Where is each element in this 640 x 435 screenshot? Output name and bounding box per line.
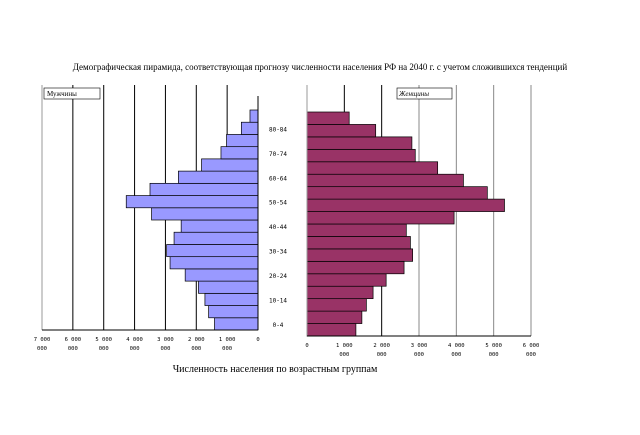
female-bar-40-44 bbox=[306, 223, 407, 237]
male-tick-label: 1 000 bbox=[219, 337, 236, 343]
male-bar-0-4 bbox=[214, 317, 259, 331]
age-label: 20-24 bbox=[269, 273, 287, 280]
male-bar-20-24 bbox=[184, 268, 259, 282]
male-tick-label: 7 000 bbox=[34, 337, 51, 343]
female-bar-35-39 bbox=[306, 236, 411, 250]
male-tick-label: 0 bbox=[256, 337, 259, 343]
male-bar-60-64 bbox=[178, 170, 259, 184]
age-label: 30-34 bbox=[269, 249, 287, 256]
female-tick-label: 000 bbox=[414, 352, 424, 358]
female-legend-box bbox=[396, 87, 453, 100]
female-tick-label: 2 000 bbox=[373, 343, 390, 349]
age-label: 60-64 bbox=[269, 175, 287, 182]
female-tick-label: 0 bbox=[305, 343, 308, 349]
age-label: 50-54 bbox=[269, 200, 287, 207]
female-tick-label: 000 bbox=[339, 352, 349, 358]
male-tick-label: 3 000 bbox=[157, 337, 174, 343]
male-legend-label: Мужчины bbox=[47, 90, 77, 98]
male-tick-label: 000 bbox=[160, 346, 170, 352]
male-bar-25-29 bbox=[169, 256, 259, 270]
female-bar-70-74 bbox=[306, 148, 416, 163]
chart-title: Демографическая пирамида, соответствующа… bbox=[72, 62, 568, 72]
male-bar-45-49 bbox=[151, 207, 259, 221]
male-tick-label: 2 000 bbox=[188, 337, 205, 343]
female-bar-25-29 bbox=[306, 260, 405, 275]
male-tick-label: 6 000 bbox=[65, 337, 82, 343]
female-tick-label: 4 000 bbox=[448, 343, 465, 349]
age-label: 0-4 bbox=[273, 322, 284, 329]
female-tick-label: 000 bbox=[526, 352, 536, 358]
female-bar-15-19 bbox=[306, 285, 374, 300]
age-label: 80-84 bbox=[269, 126, 287, 133]
male-bar-15-19 bbox=[198, 280, 259, 294]
female-bar-30-34 bbox=[306, 248, 414, 262]
female-bar-50-54 bbox=[306, 198, 505, 212]
male-tick-label: 5 000 bbox=[95, 337, 112, 343]
female-bar-65-69 bbox=[306, 161, 439, 175]
x-axis-label: Численность населения по возрастным груп… bbox=[172, 364, 378, 375]
male-tick-label: 000 bbox=[37, 346, 47, 352]
female-bar-80-84 bbox=[306, 124, 377, 138]
male-bar-75-79 bbox=[226, 134, 259, 148]
male-bar-30-34 bbox=[166, 244, 259, 258]
male-tick-label: 4 000 bbox=[126, 337, 143, 343]
male-tick-label: 000 bbox=[191, 346, 201, 352]
male-bar-65-69 bbox=[201, 158, 259, 172]
male-bar-55-59 bbox=[149, 182, 259, 196]
female-tick-label: 3 000 bbox=[411, 343, 428, 349]
female-bar-75-79 bbox=[306, 136, 413, 150]
female-bar-60-64 bbox=[306, 173, 464, 188]
male-bar-5-9 bbox=[208, 305, 259, 319]
male-tick-label: 000 bbox=[68, 346, 78, 352]
female-tick-label: 6 000 bbox=[523, 343, 540, 349]
age-label: 70-74 bbox=[269, 151, 287, 158]
male-legend-box bbox=[43, 87, 101, 100]
age-label: 10-14 bbox=[269, 298, 287, 305]
female-legend-label: Женщины bbox=[398, 90, 429, 98]
male-tick-label: 000 bbox=[222, 346, 232, 352]
female-bar-20-24 bbox=[306, 273, 387, 287]
female-tick-label: 5 000 bbox=[485, 343, 502, 349]
male-bar-85+ bbox=[249, 109, 259, 123]
male-bar-35-39 bbox=[173, 231, 259, 245]
female-tick-label: 000 bbox=[489, 352, 499, 358]
female-tick-label: 000 bbox=[377, 352, 387, 358]
female-bar-5-9 bbox=[306, 310, 363, 324]
female-bar-85+ bbox=[306, 111, 350, 125]
male-bar-70-74 bbox=[220, 146, 259, 160]
age-label: 40-44 bbox=[269, 224, 287, 231]
female-bar-10-14 bbox=[306, 298, 367, 312]
male-bar-80-84 bbox=[240, 121, 259, 135]
female-tick-label: 000 bbox=[451, 352, 461, 358]
female-bar-55-59 bbox=[306, 186, 488, 200]
female-bar-0-4 bbox=[306, 323, 357, 337]
male-bar-50-54 bbox=[125, 195, 259, 209]
male-bar-10-14 bbox=[204, 292, 259, 306]
male-bar-40-44 bbox=[180, 219, 259, 233]
male-tick-label: 000 bbox=[99, 346, 109, 352]
female-bar-45-49 bbox=[306, 211, 455, 225]
female-tick-label: 1 000 bbox=[336, 343, 353, 349]
male-tick-label: 000 bbox=[130, 346, 140, 352]
